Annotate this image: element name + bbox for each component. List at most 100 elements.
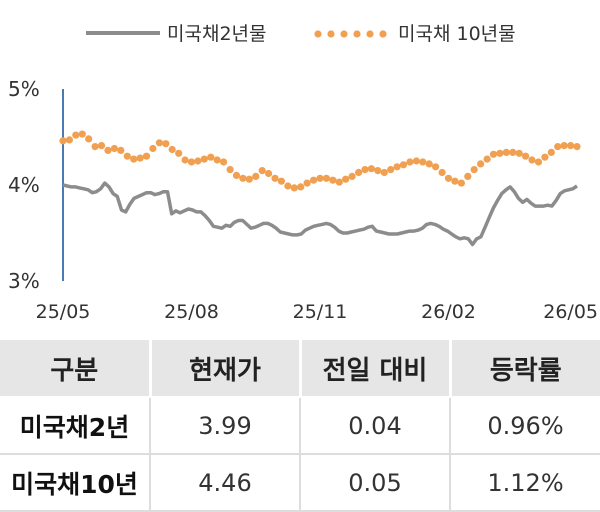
legend-label-10y: 미국채 10년물 [398,23,516,45]
data-point-10y [534,158,543,166]
x-tick-label: 25/05 [36,301,91,323]
data-point-10y [361,166,369,174]
data-point-10y [284,182,292,190]
data-point-10y [207,153,215,161]
data-point-10y [232,171,241,179]
series-line-2y [62,181,578,247]
data-point-10y [303,179,311,187]
table-row: 미국채2년 3.99 0.04 0.96% [0,396,600,455]
data-point-10y [97,142,106,150]
data-point-10y [316,174,324,182]
data-point-10y [509,148,517,156]
yield-line-chart: 미국채2년물 미국채 10년물 5% 4% 3% 25/05 25/08 25/11 26… [8,23,598,323]
legend-label-2y: 미국채2년물 [167,23,267,45]
data-point-10y [187,158,196,166]
legend-dot [353,30,361,38]
change-rate-cell: 0.96% [450,396,600,455]
current-price-cell: 4.46 [150,453,301,512]
data-point-10y [290,184,298,192]
data-point-10y [432,163,440,171]
data-point-10y [541,153,549,161]
data-point-10y [451,177,459,185]
data-point-10y [117,146,125,154]
x-tick-label: 26/05 [543,301,598,323]
data-point-10y [265,169,273,178]
data-point-10y [310,176,318,184]
data-point-10y [142,152,151,160]
data-point-10y [419,158,427,166]
data-point-10y [104,146,112,154]
data-point-10y [367,165,375,173]
legend-dot [340,30,348,38]
x-axis-ticks: 25/05 25/08 25/11 26/02 26/05 [36,301,598,323]
data-point-10y [85,135,93,143]
data-point-10y [560,142,568,150]
data-point-10y [412,157,420,165]
change-cell: 0.05 [300,453,451,512]
data-point-10y [425,160,433,168]
data-point-10y [483,155,491,163]
data-point-10y [393,163,401,171]
data-point-10y [399,161,408,169]
data-point-10y [477,160,485,168]
data-point-10y [387,166,395,174]
data-point-10y [502,148,510,156]
data-point-10y [496,149,504,157]
header-change-rate: 등락률 [450,340,600,397]
data-point-10y [322,174,330,182]
y-tick-label: 5% [8,77,40,101]
data-point-10y [329,176,337,184]
current-price-cell: 3.99 [150,396,301,455]
data-point-10y [457,179,465,187]
data-point-10y [271,174,279,182]
data-point-10y [123,152,131,160]
header-change: 전일 대비 [300,340,452,397]
data-point-10y [200,155,208,163]
data-point-10y [380,168,388,177]
table-header-row: 구분 현재가 전일 대비 등락률 [0,340,600,397]
y-axis-ticks: 5% 4% 3% [8,77,40,293]
data-point-10y [464,172,472,180]
data-point-10y [573,143,581,151]
table-row: 미국채10년 4.46 0.05 1.12% [0,453,600,512]
data-point-10y [155,139,163,147]
data-point-10y [59,137,67,145]
data-point-10y [239,174,247,182]
data-point-10y [342,175,350,183]
x-tick-label: 25/11 [293,301,348,323]
data-point-10y [130,155,138,163]
y-tick-label: 3% [8,269,40,293]
legend-dot [379,30,387,38]
data-point-10y [91,143,99,151]
data-point-10y [149,144,157,153]
data-point-10y [297,183,305,191]
data-point-10y [181,156,189,164]
yield-summary-table: 구분 현재가 전일 대비 등락률 미국채2년 3.99 0.04 0.96% 미… [0,340,600,512]
data-point-10y [245,175,253,183]
data-point-10y [213,156,221,164]
data-point-10y [65,136,73,144]
legend-dot [327,30,335,38]
data-point-10y [220,158,228,166]
chart-legend: 미국채2년물 미국채 10년물 [86,23,516,45]
data-point-10y [168,145,176,154]
legend-dot [314,30,322,38]
data-point-10y [136,154,144,162]
change-rate-cell: 1.12% [450,453,600,512]
y-tick-label: 4% [8,173,40,197]
data-point-10y [355,168,363,177]
row-label: 미국채2년 [0,396,151,455]
data-point-10y [194,157,202,165]
x-tick-label: 25/08 [164,301,219,323]
data-point-10y [374,167,382,175]
data-point-10y [489,150,498,158]
data-point-10y [175,149,183,157]
data-point-10y [528,156,536,164]
data-point-10y [444,174,453,182]
header-category: 구분 [0,340,152,397]
x-tick-label: 26/02 [421,301,476,323]
data-point-10y [406,158,414,166]
data-point-10y [277,177,285,185]
data-point-10y [78,130,86,138]
data-point-10y [438,168,446,177]
